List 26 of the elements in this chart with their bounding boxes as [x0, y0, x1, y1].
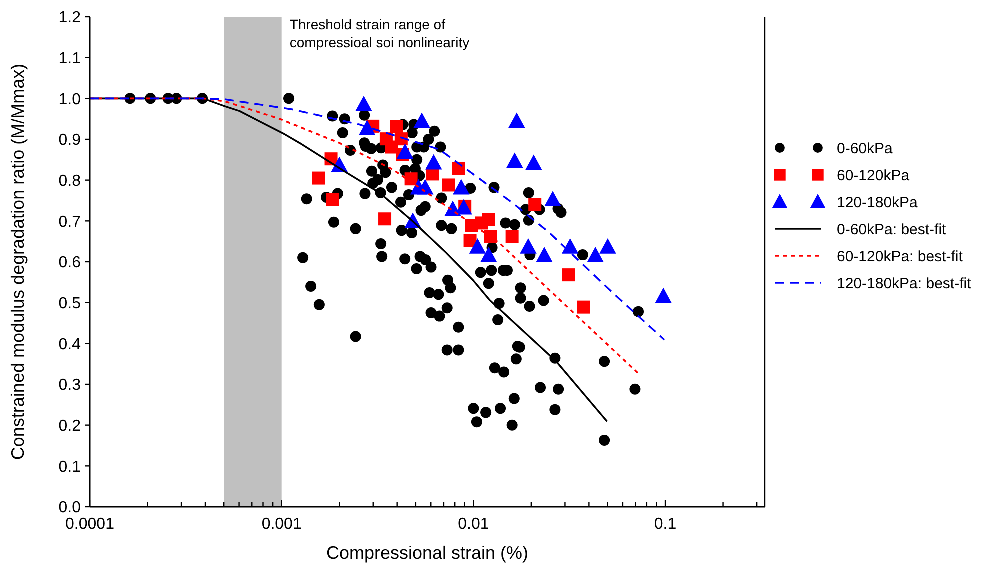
x-tick-label: 0.1: [654, 516, 677, 533]
y-tick-label: 0.4: [58, 336, 82, 354]
y-tick-label: 1.2: [58, 10, 82, 27]
y-tick-label: 0.6: [58, 254, 82, 272]
x-tick-label: 0.001: [262, 516, 302, 533]
legend-label: 120-180kPa: [837, 194, 919, 212]
y-tick-label: 0.0: [58, 500, 82, 517]
x-tick-label: 0.01: [458, 516, 490, 533]
x-tick-label: 0.0001: [66, 516, 115, 533]
legend-label: 0-60kPa: [837, 140, 894, 158]
y-tick-label: 0.9: [58, 132, 82, 150]
legend-label: 120-180kPa: best-fit: [837, 275, 972, 292]
y-tick-label: 0.7: [58, 214, 82, 231]
y-axis-title: Constrained modulus degradation ratio (M/Mmax): [8, 64, 28, 460]
y-tick-label: 0.8: [58, 172, 82, 190]
y-tick-label: 0.3: [58, 377, 82, 394]
y-tick-label: 1.1: [58, 50, 82, 68]
legend-label: 60-120kPa: best-fit: [837, 248, 964, 266]
legend-label: 60-120kPa: [837, 167, 910, 184]
y-tick-label: 1.0: [58, 91, 82, 108]
y-tick-label: 0.5: [58, 295, 82, 312]
x-axis-title: Compressional strain (%): [326, 543, 529, 563]
y-tick-label: 0.1: [58, 458, 82, 476]
annotation: Threshold strain range of compressioal soi nonlinearity: [290, 16, 470, 50]
y-tick-label: 0.2: [58, 418, 82, 435]
legend-label: 0-60kPa: best-fit: [837, 221, 948, 238]
